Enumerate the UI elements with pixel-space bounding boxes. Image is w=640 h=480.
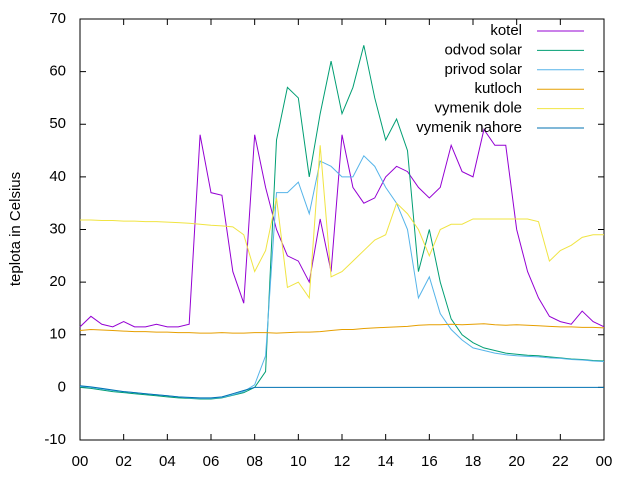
x-tick-label: 00: [72, 453, 89, 470]
series-line: [79, 323, 605, 334]
legend-label: odvod solar: [444, 41, 522, 58]
y-tick-label: -10: [44, 431, 66, 448]
series-line: [79, 154, 605, 399]
y-tick-label: 70: [49, 10, 66, 27]
legend-label: privod solar: [444, 61, 522, 78]
x-tick-label: 16: [421, 453, 438, 470]
x-tick-label: 04: [159, 453, 176, 470]
x-tick-label: 06: [203, 453, 220, 470]
legend-label: kotel: [490, 22, 522, 39]
series-line: [79, 385, 604, 399]
x-tick-label: 14: [377, 453, 394, 470]
x-tick-label: 00: [596, 453, 613, 470]
series-line: [79, 128, 605, 328]
y-tick-label: 40: [49, 168, 66, 185]
y-tick-label: 60: [49, 63, 66, 80]
y-tick-label: 0: [58, 378, 66, 395]
y-tick-label: 50: [49, 115, 66, 132]
y-axis-label: teplota in Celsius: [7, 172, 24, 286]
x-tick-label: 08: [246, 453, 263, 470]
x-tick-label: 12: [334, 453, 351, 470]
legend-label: vymenik nahore: [416, 119, 522, 136]
x-tick-label: 02: [115, 453, 132, 470]
plot-frame: [79, 18, 605, 441]
series-line: [80, 145, 604, 300]
y-tick-label: 20: [49, 273, 66, 290]
legend-label: kutloch: [474, 80, 522, 97]
series-line: [79, 45, 605, 400]
x-tick-label: 10: [290, 453, 307, 470]
legend-label: vymenik dole: [434, 100, 522, 117]
y-tick-label: 30: [49, 220, 66, 237]
x-tick-label: 22: [552, 453, 569, 470]
x-tick-label: 18: [465, 453, 482, 470]
x-tick-label: 20: [508, 453, 525, 470]
y-tick-label: 10: [49, 326, 66, 343]
